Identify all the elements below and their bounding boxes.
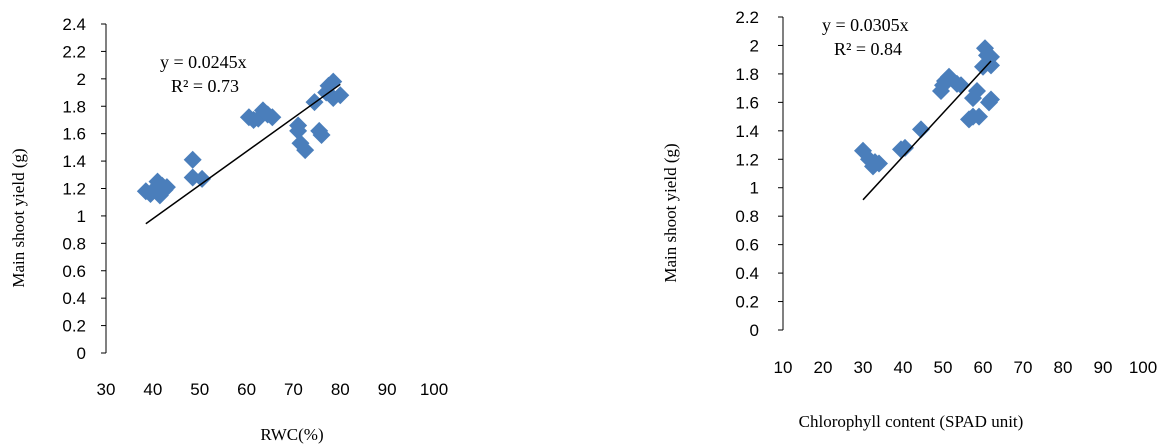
chart-2-y-tick-label: 0.4 xyxy=(735,264,759,283)
chart-2-trendline xyxy=(862,60,992,201)
chart-2-y-tick-label: 0.8 xyxy=(735,207,759,226)
chart-1-data-point xyxy=(289,121,308,140)
chart-2-y-tick-label: 1 xyxy=(750,179,759,198)
chart-2-x-tick-label: 100 xyxy=(1129,358,1157,377)
chart-2-data-point xyxy=(870,154,888,173)
chart-1-data-point xyxy=(331,86,350,105)
chart-1-y-tick-label: 2.2 xyxy=(62,42,86,61)
chart-1-y-tick-label: 1.2 xyxy=(62,180,86,199)
chart-2-x-tick-label: 70 xyxy=(1014,358,1033,377)
chart-1-x-tick-label: 40 xyxy=(143,380,162,399)
chart-2-x-tick-label: 50 xyxy=(934,358,953,377)
chart-rwc-vs-yield: RWC(%) Main shoot yield (g) y = 0.0245x … xyxy=(9,15,448,444)
chart-2-x-tick-label: 90 xyxy=(1094,358,1113,377)
chart-2-y-tick-label: 1.4 xyxy=(735,122,759,141)
chart-2-x-tick-label: 40 xyxy=(894,358,913,377)
chart-2-data-point xyxy=(896,138,914,157)
chart-2-trendline-equation: y = 0.0305x xyxy=(822,15,909,35)
chart-1-y-tick-label: 0.2 xyxy=(62,317,86,336)
chart-2-y-tick-label: 1.8 xyxy=(735,65,759,84)
chart-1-data-point xyxy=(263,108,282,127)
chart-2-data-point xyxy=(982,90,1000,109)
chart-2-data-point xyxy=(912,120,930,139)
chart-1-y-axis-title: Main shoot yield (g) xyxy=(9,148,28,287)
chart-2-data-point xyxy=(982,56,1000,75)
chart-2-x-tick-label: 60 xyxy=(974,358,993,377)
chart-1-y-tick-label: 1 xyxy=(77,207,86,226)
chart-2-y-tick-label: 0.2 xyxy=(735,293,759,312)
chart-1-x-tick-label: 60 xyxy=(237,380,256,399)
chart-1-y-tick-label: 0 xyxy=(77,344,86,363)
chart-1-data-point xyxy=(312,126,331,145)
chart-2-y-tick-label: 1.2 xyxy=(735,150,759,169)
chart-1-data-point xyxy=(183,150,202,169)
chart-2-data-point xyxy=(952,76,970,95)
chart-1-x-axis-title: RWC(%) xyxy=(260,425,323,444)
chart-2-y-axis-title: Main shoot yield (g) xyxy=(661,143,680,282)
chart-1-y-tick-label: 1.8 xyxy=(62,97,86,116)
chart-2-x-tick-label: 30 xyxy=(854,358,873,377)
chart-1-data-point xyxy=(157,178,176,197)
chart-1-y-tick-label: 2 xyxy=(77,70,86,89)
chart-1-x-tick-label: 30 xyxy=(97,380,116,399)
chart-1-data-point xyxy=(193,169,212,188)
chart-1-y-tick-label: 1.6 xyxy=(62,125,86,144)
chart-1-data-point xyxy=(296,141,315,160)
chart-1-y-tick-label: 0.6 xyxy=(62,262,86,281)
chart-2-x-tick-label: 10 xyxy=(774,358,793,377)
chart-2-x-axis-title: Chlorophyll content (SPAD unit) xyxy=(799,412,1024,431)
chart-1-y-tick-label: 0.4 xyxy=(62,289,86,308)
chart-2-y-tick-label: 0 xyxy=(750,321,759,340)
chart-2-data-point xyxy=(970,107,988,126)
chart-1-x-tick-label: 90 xyxy=(378,380,397,399)
chart-1-trendline xyxy=(145,83,341,225)
chart-1-trendline-r2: R² = 0.73 xyxy=(171,76,239,96)
chart-1-y-tick-label: 2.4 xyxy=(62,15,86,34)
chart-1-x-tick-label: 80 xyxy=(331,380,350,399)
chart-2-y-tick-label: 0.6 xyxy=(735,236,759,255)
chart-2-y-tick-label: 2.2 xyxy=(735,8,759,27)
chart-2-y-tick-label: 2 xyxy=(750,36,759,55)
chart-2-x-tick-label: 80 xyxy=(1054,358,1073,377)
chart-1-y-tick-label: 1.4 xyxy=(62,152,86,171)
chart-2-trendline-r2: R² = 0.84 xyxy=(834,39,902,59)
chart-1-x-tick-label: 50 xyxy=(190,380,209,399)
chart-2-x-tick-label: 20 xyxy=(814,358,833,377)
chart-1-x-tick-label: 70 xyxy=(284,380,303,399)
chart-1-x-tick-label: 100 xyxy=(420,380,448,399)
chart-chlorophyll-vs-yield: Chlorophyll content (SPAD unit) Main sho… xyxy=(661,8,1157,431)
chart-1-trendline-equation: y = 0.0245x xyxy=(160,52,247,72)
chart-1-y-tick-label: 0.8 xyxy=(62,234,86,253)
chart-2-data-point xyxy=(968,81,986,100)
chart-2-y-tick-label: 1.6 xyxy=(735,93,759,112)
